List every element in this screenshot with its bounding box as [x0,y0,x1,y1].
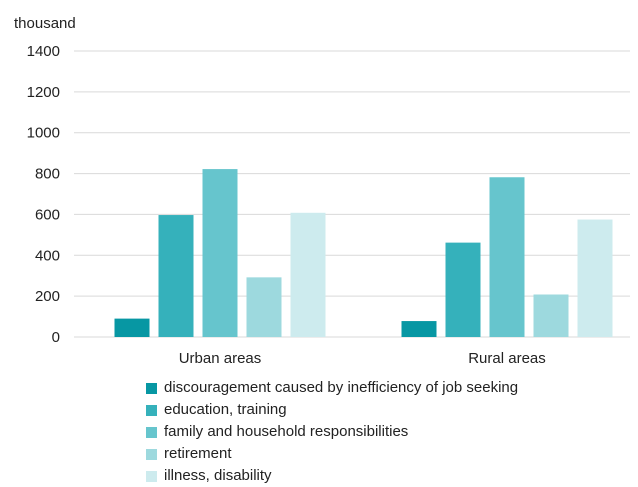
x-tick-label: Rural areas [468,350,546,367]
y-tick-label: 600 [35,206,60,223]
legend-item: retirement [146,443,518,465]
bar [202,169,238,337]
legend-swatch [146,426,157,438]
legend: discouragement caused by inefficiency of… [146,377,518,487]
legend-label: discouragement caused by inefficiency of… [164,379,519,396]
bar [401,321,437,337]
bar [533,294,569,337]
legend-item: illness, disability [146,465,518,487]
y-tick-label: 0 [52,329,60,346]
x-axis-ticks: Urban areas Rural areas [179,350,546,367]
bars [114,169,613,337]
bar [489,177,525,337]
legend-swatch [146,470,157,482]
y-axis-ticks: 0 200 400 600 800 1000 1200 1400 [27,43,60,346]
legend-swatch [146,448,157,460]
legend-item: discouragement caused by inefficiency of… [146,377,518,399]
legend-label: retirement [164,445,232,462]
y-tick-label: 200 [35,288,60,305]
legend-swatch [146,382,157,394]
bar [114,318,150,337]
y-tick-label: 800 [35,166,60,183]
bar [158,215,194,337]
y-axis-unit-label: thousand [14,15,76,32]
y-tick-label: 400 [35,247,60,264]
bar [246,277,282,337]
legend-label: illness, disability [164,467,272,484]
bar [577,219,613,337]
bar [290,212,326,337]
gridlines [74,50,630,338]
x-tick-label: Urban areas [179,350,262,367]
bar [445,242,481,337]
y-tick-label: 1200 [27,84,60,101]
y-tick-label: 1000 [27,125,60,142]
legend-item: education, training [146,399,518,421]
legend-label: family and household responsibilities [164,423,409,440]
y-tick-label: 1400 [27,43,60,60]
legend-label: education, training [164,401,287,418]
legend-item: family and household responsibilities [146,421,518,443]
legend-swatch [146,404,157,416]
